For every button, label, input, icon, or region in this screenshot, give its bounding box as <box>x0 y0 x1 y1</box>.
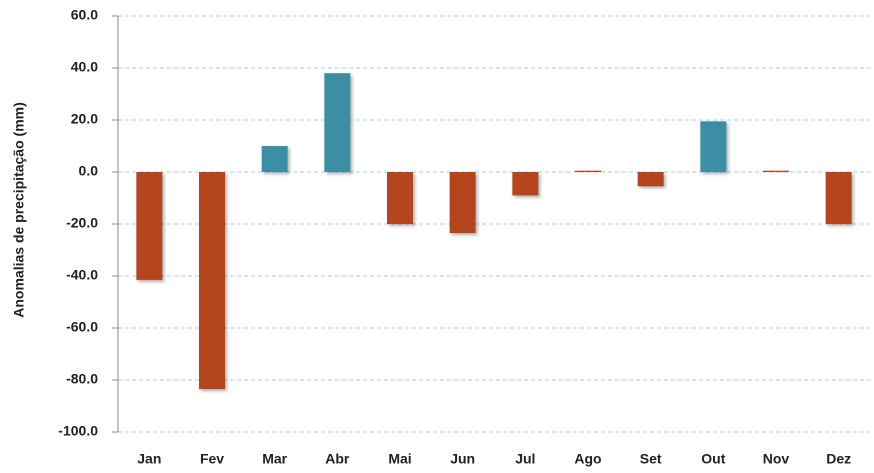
bar <box>763 170 789 172</box>
x-tick-label: Nov <box>763 451 790 467</box>
y-tick-label: 20.0 <box>71 111 98 127</box>
x-tick-label: Out <box>701 451 725 467</box>
y-axis-label: Anomalias de precipitação (mm) <box>11 102 27 318</box>
bar <box>700 121 727 172</box>
bar <box>512 172 539 196</box>
x-tick-label: Dez <box>826 451 851 467</box>
bar <box>637 172 664 187</box>
x-tick-label: Abr <box>325 451 350 467</box>
bar <box>199 172 225 390</box>
x-tick-label: Jan <box>137 451 161 467</box>
y-tick-label: 0.0 <box>79 163 99 179</box>
bar <box>261 146 288 172</box>
x-tick-label: Jul <box>515 451 535 467</box>
y-tick-label: 40.0 <box>71 59 98 75</box>
bar <box>387 172 413 224</box>
y-tick-label: -40.0 <box>66 267 98 283</box>
x-tick-label: Mar <box>262 451 287 467</box>
bar <box>825 172 852 224</box>
y-tick-label: 60.0 <box>71 7 98 23</box>
y-tick-label: -60.0 <box>66 319 98 335</box>
bar <box>575 170 601 172</box>
x-tick-label: Jun <box>450 451 475 467</box>
x-tick-label: Ago <box>574 451 601 467</box>
y-tick-label: -80.0 <box>66 371 98 387</box>
bar <box>324 73 351 172</box>
y-tick-label: -20.0 <box>66 215 98 231</box>
x-tick-label: Set <box>640 451 662 467</box>
x-tick-label: Mai <box>388 451 411 467</box>
x-tick-label: Fev <box>200 451 224 467</box>
bar <box>449 172 476 234</box>
bar <box>136 172 163 280</box>
y-tick-label: -100.0 <box>58 423 98 439</box>
